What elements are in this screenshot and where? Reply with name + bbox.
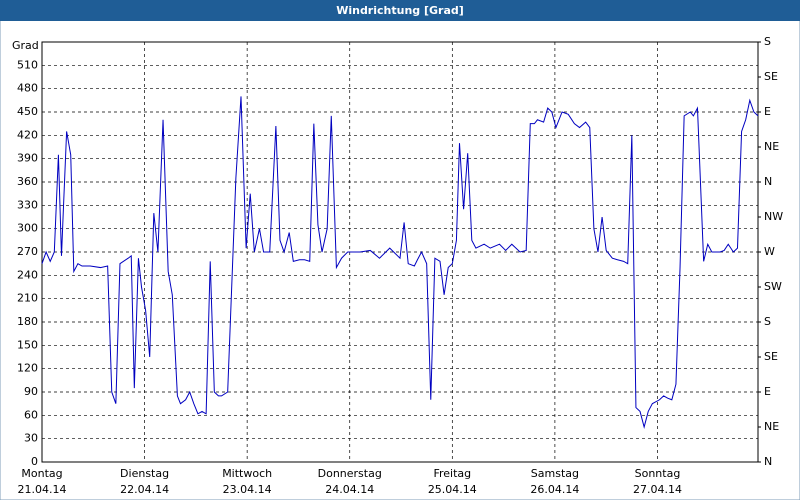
x-tick-date: 26.04.14: [530, 483, 579, 496]
y-tick-label: 120: [17, 362, 38, 375]
y2-tick-label: SE: [764, 350, 778, 363]
y2-tick-label: NE: [764, 420, 779, 433]
x-tick-date: 23.04.14: [223, 483, 272, 496]
y-tick-label: 300: [17, 222, 38, 235]
data-line: [41, 96, 759, 429]
y2-tick-label: SE: [764, 70, 778, 83]
y2-tick-label: W: [764, 245, 775, 258]
y-tick-label: 180: [17, 315, 38, 328]
x-tick-date: 24.04.14: [325, 483, 374, 496]
x-tick-label: Freitag: [433, 467, 471, 480]
y-tick-label: 420: [17, 128, 38, 141]
y-tick-label: 390: [17, 152, 38, 165]
x-tick-date: 21.04.14: [18, 483, 67, 496]
y-tick-label: 30: [24, 432, 38, 445]
title-bar: [0, 0, 800, 21]
y-tick-label: 150: [17, 338, 38, 351]
y-tick-label: 60: [24, 408, 38, 421]
y-tick-label: 480: [17, 82, 38, 95]
x-tick-label: Sonntag: [635, 467, 681, 480]
y-tick-label: 360: [17, 175, 38, 188]
x-tick-date: 27.04.14: [633, 483, 682, 496]
x-tick-label: Dienstag: [120, 467, 169, 480]
x-tick-date: 22.04.14: [120, 483, 169, 496]
y-tick-label: 510: [17, 58, 38, 71]
chart-title: Windrichtung [Grad]: [336, 4, 464, 17]
y2-tick-label: S: [764, 35, 771, 48]
x-tick-label: Samstag: [531, 467, 579, 480]
y-tick-label: 90: [24, 385, 38, 398]
y-tick-label: 270: [17, 245, 38, 258]
x-tick-label: Mittwoch: [222, 467, 272, 480]
y2-tick-label: N: [764, 455, 772, 468]
y2-tick-label: NW: [764, 210, 783, 223]
x-tick-date: 25.04.14: [428, 483, 477, 496]
x-tick-label: Donnerstag: [318, 467, 382, 480]
y2-tick-label: E: [764, 105, 771, 118]
x-tick-label: Montag: [21, 467, 62, 480]
y2-tick-label: NE: [764, 140, 779, 153]
y-tick-label: 210: [17, 292, 38, 305]
y-tick-label: 240: [17, 268, 38, 281]
y2-tick-label: E: [764, 385, 771, 398]
y-tick-label: 330: [17, 198, 38, 211]
y2-tick-label: S: [764, 315, 771, 328]
y2-tick-label: SW: [764, 280, 782, 293]
y-tick-label: 0: [31, 455, 38, 468]
y-axis-label: Grad: [12, 39, 39, 52]
y2-tick-label: N: [764, 175, 772, 188]
y-tick-label: 450: [17, 105, 38, 118]
